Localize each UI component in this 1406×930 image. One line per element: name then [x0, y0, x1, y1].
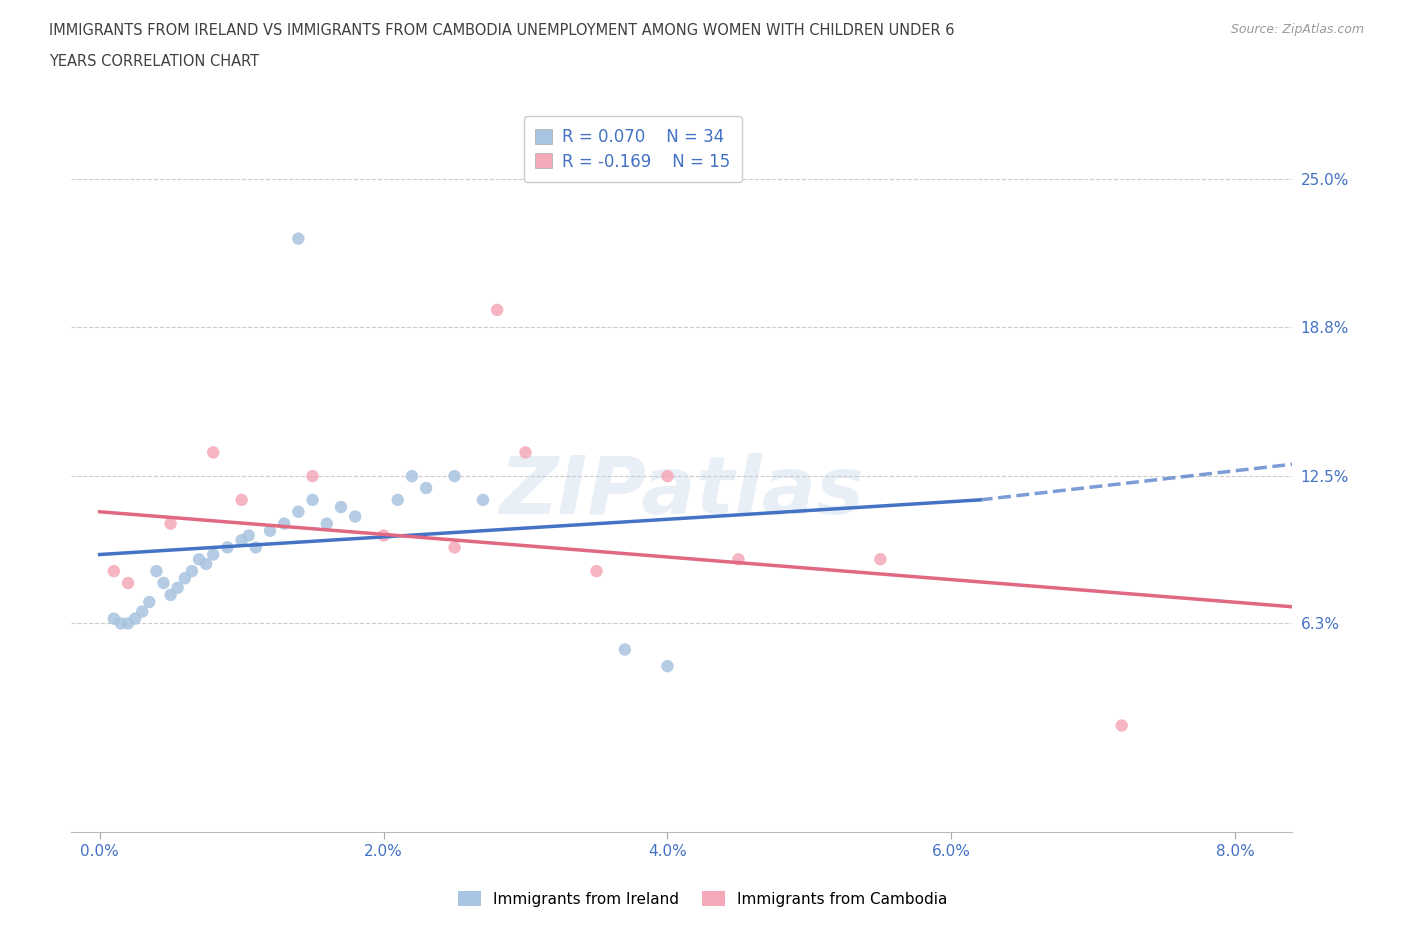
Legend: R = 0.070    N = 34, R = -0.169    N = 15: R = 0.070 N = 34, R = -0.169 N = 15	[523, 116, 742, 182]
Point	[231, 493, 253, 508]
Point	[287, 504, 309, 519]
Point	[727, 551, 749, 566]
Point	[202, 445, 225, 459]
Point	[231, 533, 253, 548]
Point	[373, 528, 395, 543]
Point	[166, 580, 188, 595]
Point	[287, 232, 309, 246]
Point	[273, 516, 295, 531]
Point	[344, 509, 367, 524]
Point	[103, 564, 125, 578]
Point	[110, 616, 132, 631]
Point	[238, 528, 260, 543]
Point	[124, 611, 146, 626]
Point	[443, 469, 465, 484]
Point	[117, 576, 139, 591]
Point	[159, 588, 181, 603]
Legend: Immigrants from Ireland, Immigrants from Cambodia: Immigrants from Ireland, Immigrants from…	[453, 885, 953, 913]
Point	[301, 493, 323, 508]
Point	[202, 547, 225, 562]
Text: Source: ZipAtlas.com: Source: ZipAtlas.com	[1230, 23, 1364, 36]
Point	[138, 594, 160, 609]
Point	[515, 445, 537, 459]
Point	[401, 469, 423, 484]
Point	[415, 481, 437, 496]
Point	[217, 540, 239, 555]
Point	[152, 576, 174, 591]
Point	[387, 493, 409, 508]
Point	[180, 564, 202, 578]
Point	[195, 556, 218, 571]
Point	[330, 499, 353, 514]
Point	[869, 551, 891, 566]
Point	[117, 616, 139, 631]
Point	[259, 524, 281, 538]
Point	[657, 658, 679, 673]
Point	[145, 564, 167, 578]
Point	[585, 564, 607, 578]
Text: YEARS CORRELATION CHART: YEARS CORRELATION CHART	[49, 54, 259, 69]
Point	[131, 604, 153, 619]
Point	[657, 469, 679, 484]
Point	[471, 493, 494, 508]
Point	[1111, 718, 1133, 733]
Point	[159, 516, 181, 531]
Text: ZIPatlas: ZIPatlas	[499, 453, 865, 531]
Point	[188, 551, 211, 566]
Point	[315, 516, 337, 531]
Point	[245, 540, 267, 555]
Point	[613, 642, 636, 657]
Point	[103, 611, 125, 626]
Point	[486, 302, 509, 317]
Text: IMMIGRANTS FROM IRELAND VS IMMIGRANTS FROM CAMBODIA UNEMPLOYMENT AMONG WOMEN WIT: IMMIGRANTS FROM IRELAND VS IMMIGRANTS FR…	[49, 23, 955, 38]
Point	[301, 469, 323, 484]
Point	[443, 540, 465, 555]
Point	[173, 571, 195, 586]
